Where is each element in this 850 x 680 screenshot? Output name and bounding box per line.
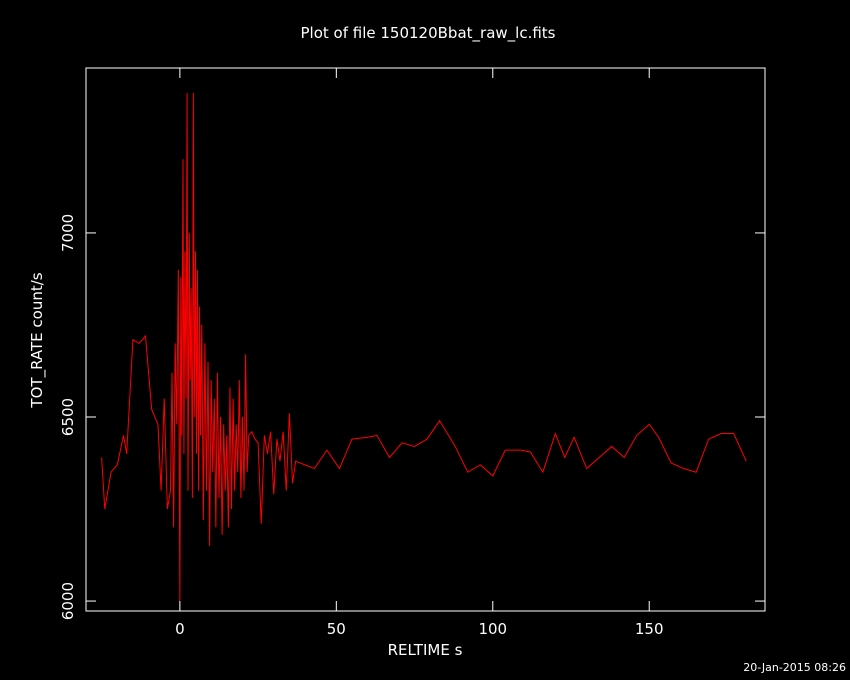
chart-title: Plot of file 150120Bbat_raw_lc.fits [301, 24, 556, 43]
x-axis-label: RELTIME s [388, 641, 463, 659]
plot-frame [85, 67, 766, 612]
y-tick-label: 6000 [59, 582, 77, 620]
y-axis-label: TOT_RATE count/s [28, 272, 47, 408]
data-line [101, 93, 747, 602]
x-tick-label: 150 [635, 620, 664, 638]
y-tick-label: 6500 [59, 398, 77, 436]
y-tick-label: 7000 [59, 214, 77, 252]
x-tick-label: 50 [327, 620, 346, 638]
x-tick-label: 100 [478, 620, 507, 638]
timestamp: 20-Jan-2015 08:26 [743, 661, 846, 674]
x-tick-label: 0 [175, 620, 185, 638]
